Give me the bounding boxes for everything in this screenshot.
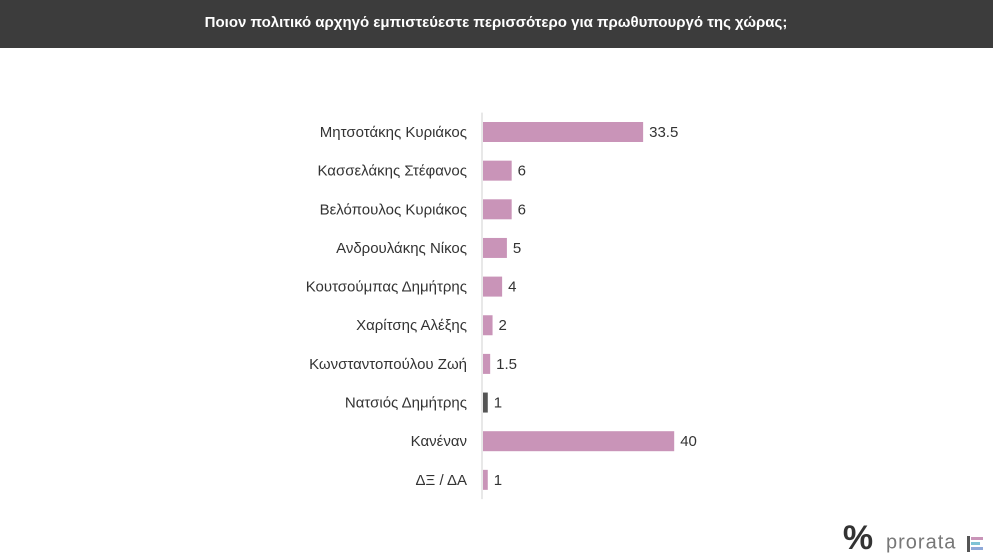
value-label: 2 [499,317,507,334]
logo-text: prorata [886,531,956,553]
logo-bar [971,537,983,540]
bar [483,160,512,181]
bar [483,315,493,336]
category-label: Βελόπουλος Κυριάκος [320,201,467,218]
value-label: 1 [494,472,502,489]
value-label: 4 [508,279,516,296]
value-label: 1 [494,395,502,412]
value-label: 6 [518,201,526,218]
value-label: 40 [680,433,697,450]
category-label: Κανέναν [411,433,467,450]
value-label: 5 [513,240,521,257]
logo-icon: % [843,519,873,557]
value-label: 33.5 [649,124,678,141]
value-label: 6 [518,163,526,180]
bar [483,237,507,258]
category-label: Νατσιός Δημήτρης [345,395,467,412]
bar [483,431,675,452]
category-label: Μητσοτάκης Κυριάκος [320,124,467,141]
category-label: Κασσελάκης Στέφανος [317,163,467,180]
value-label: 1.5 [496,356,517,373]
bar [483,276,503,297]
bar [483,353,491,374]
category-label: Κωνσταντοπούλου Ζωή [309,356,467,373]
category-label: Κουτσούμπας Δημήτρης [306,279,467,296]
chart-title: Ποιον πολιτικό αρχηγό εμπιστεύεστε περισ… [205,14,788,31]
bar [483,122,644,142]
bar [483,199,512,220]
logo-bar [971,547,983,550]
logo-bar [967,536,970,552]
header-band [0,0,993,48]
category-label: Χαρίτσης Αλέξης [356,317,467,334]
bar [483,469,488,490]
category-label: Ανδρουλάκης Νίκος [336,240,467,257]
category-label: ΔΞ / ΔΑ [416,472,467,489]
bar [483,392,488,413]
logo-bar [971,542,980,545]
logo: % prorata [843,519,983,557]
